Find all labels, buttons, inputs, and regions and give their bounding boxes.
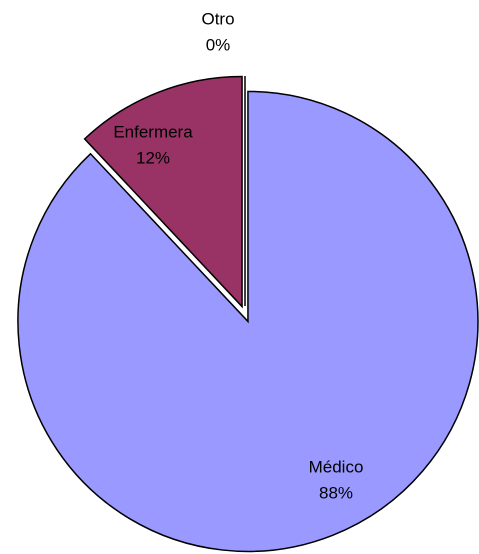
slice-value-label: 12%	[136, 148, 170, 167]
pie-slice	[83, 75, 243, 309]
slice-label: Enfermera	[113, 122, 193, 141]
slice-value-label: 88%	[319, 483, 353, 502]
slice-value-label: 0%	[206, 35, 231, 54]
slice-label: Otro	[201, 9, 234, 28]
slice-label: Médico	[309, 457, 364, 476]
pie-slice	[17, 90, 479, 553]
